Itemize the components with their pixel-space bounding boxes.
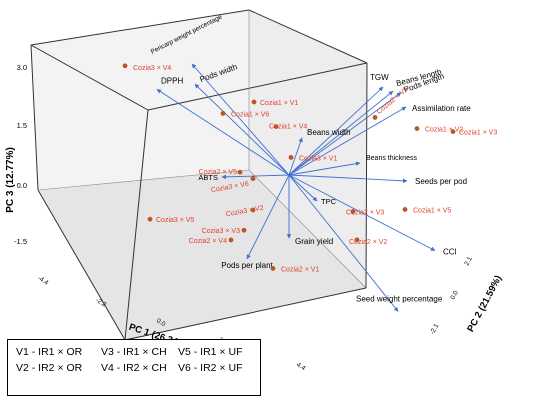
variable-label: DPPH [161, 76, 183, 85]
point-label: Cozia1 × V1 [260, 100, 298, 107]
loading-arrow [288, 137, 303, 176]
variable-label: Grain yield [295, 237, 333, 246]
score-point [372, 115, 378, 120]
point-label: Cozia2 × V4 [189, 238, 227, 245]
legend-entry: V6 - IR2 × UF [178, 361, 243, 374]
score-point [288, 155, 294, 160]
point-label: Cozia1 × V6 [231, 111, 269, 118]
score-point [250, 176, 256, 181]
point-label: Cozia2 × V3 [346, 209, 384, 216]
legend-entry: V3 - IR1 × CH [101, 346, 167, 358]
point-label: Cozia1 × V4 [269, 124, 307, 131]
score-point [122, 63, 128, 69]
box-edge [37, 189, 126, 341]
score-point [228, 237, 234, 243]
score-point [450, 129, 456, 134]
variable-label: Pods per plant [221, 261, 273, 270]
variable-label: Beans thickness [366, 155, 417, 162]
variable-label: Assimilation rate [412, 104, 471, 113]
variable-label: Seed weight percentage [356, 294, 443, 303]
box-edge [37, 169, 250, 191]
score-point [220, 111, 226, 116]
loading-arrow [288, 92, 402, 176]
box-edge [124, 109, 149, 341]
score-point [147, 216, 153, 222]
legend-entry: V1 - IR1 × OR [16, 346, 83, 358]
z-axis-label: PC 3 (12.77%) [5, 147, 16, 213]
point-label: Cozia1 × V5 [413, 207, 451, 214]
score-point [251, 99, 257, 105]
x-tick-label: 4.4 [295, 361, 307, 372]
legend-entry: V5 - IR1 × UF [178, 346, 243, 358]
score-point [273, 124, 279, 129]
loading-arrow [156, 89, 290, 176]
x-tick-label: 0.0 [155, 317, 167, 328]
point-label: Cozia3 × V4 [133, 65, 171, 72]
loading-arrow [288, 90, 394, 176]
box-edge [124, 287, 367, 341]
box-edge [365, 62, 368, 289]
variable-label: CCI [443, 248, 457, 257]
variable-label: TPC [321, 197, 337, 206]
variable-label: ABTS [198, 173, 218, 182]
point-label: Cozia2 × V2 [349, 239, 387, 246]
score-point [350, 209, 356, 214]
loading-arrow [288, 174, 318, 202]
variable-label: TGW [370, 73, 389, 82]
box-edge [248, 169, 367, 289]
loading-arrow [288, 106, 407, 176]
score-point [402, 207, 408, 212]
y-tick-label: -2.1 [429, 322, 441, 336]
loading-arrow [288, 86, 384, 176]
point-label: Cozia1 × V2 [425, 127, 463, 134]
box-edge [30, 44, 39, 191]
loading-arrow [288, 174, 408, 184]
loading-arrow [288, 174, 399, 312]
floor-plane [38, 170, 366, 340]
box-edge [147, 62, 368, 111]
variable-label: Seeds per pod [415, 177, 467, 186]
score-point [237, 169, 243, 175]
point-label: Cozia3 × V5 [156, 217, 194, 224]
score-point [250, 207, 256, 213]
legend-entry: V2 - IR2 × OR [16, 361, 83, 374]
box-edge [248, 9, 368, 64]
loading-arrow [194, 83, 290, 176]
back-wall-left [31, 10, 249, 190]
loading-arrow [191, 63, 290, 176]
z-tick-label: 1.5 [17, 121, 27, 130]
y-tick-label: 2.1 [463, 255, 474, 267]
box-edge [30, 9, 250, 46]
y-tick-label: 0.0 [449, 289, 460, 301]
score-point [414, 126, 420, 131]
back-wall-right [249, 10, 367, 288]
score-point [241, 227, 247, 233]
loading-arrow [288, 161, 361, 176]
loading-arrow [246, 174, 290, 260]
loading-arrow [221, 174, 290, 180]
score-point [270, 266, 276, 271]
variable-label: Beans width [307, 128, 351, 137]
loading-arrow [288, 174, 436, 251]
z-tick-label: -1.5 [14, 237, 27, 246]
legend: V1 - IR1 × OR V2 - IR2 × OR V3 - IR1 × C… [7, 339, 261, 396]
box-edge [30, 44, 149, 111]
point-label: Cozia3 × V3 [202, 228, 240, 235]
z-tick-label: 0.0 [17, 181, 27, 190]
y-axis-label: PC 2 (21.59%) [465, 274, 504, 334]
point-label: Cozia1 × V3 [459, 130, 497, 137]
z-tick-label: 3.0 [17, 63, 27, 72]
x-tick-label: -4.4 [36, 275, 50, 287]
point-label: Cozia2 × V5 [199, 169, 237, 176]
score-point [354, 237, 360, 243]
legend-entry: V4 - IR2 × CH [101, 361, 167, 374]
point-label: Cozia3 × V1 [299, 155, 337, 162]
point-label: Cozia2 × V1 [281, 266, 319, 273]
